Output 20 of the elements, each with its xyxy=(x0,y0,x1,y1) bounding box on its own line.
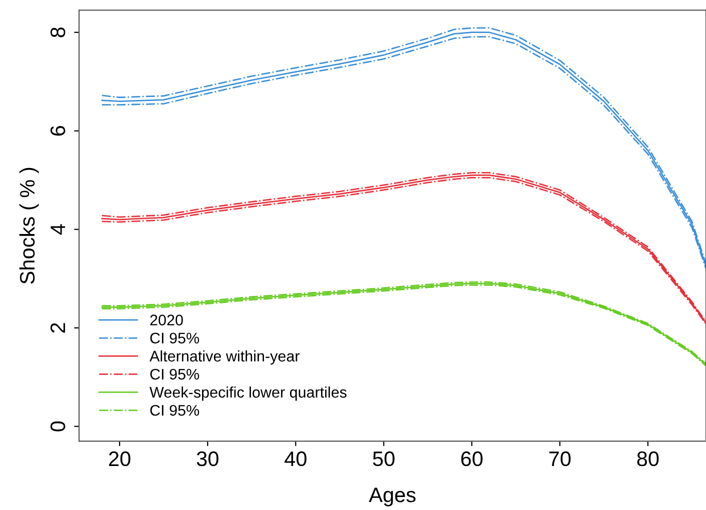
y-tick-label: 4 xyxy=(50,224,66,235)
x-tick-label: 30 xyxy=(196,451,218,466)
x-tick-label: 80 xyxy=(637,451,659,466)
y-tick-label: 6 xyxy=(50,126,66,136)
y-tick-label: 8 xyxy=(50,27,66,38)
legend-label: 2020 xyxy=(150,314,183,326)
x-tick-label: 70 xyxy=(549,451,571,466)
x-tick-label: 60 xyxy=(461,451,483,466)
y-axis-title: Shocks ( % ) xyxy=(19,168,39,284)
x-tick-label: 20 xyxy=(109,451,130,466)
legend-label: CI 95% xyxy=(150,332,200,344)
y-tick-label: 0 xyxy=(50,421,66,432)
x-tick-label: 50 xyxy=(372,451,395,466)
legend-label: Week-specific lower quartiles xyxy=(150,386,347,401)
legend-label: CI 95% xyxy=(150,404,200,416)
y-tick-label: 2 xyxy=(50,323,66,333)
legend-label: Alternative within-year xyxy=(150,350,300,365)
x-axis-title: Ages xyxy=(368,488,416,506)
x-tick-label: 40 xyxy=(284,451,306,466)
legend-label: CI 95% xyxy=(150,368,200,380)
